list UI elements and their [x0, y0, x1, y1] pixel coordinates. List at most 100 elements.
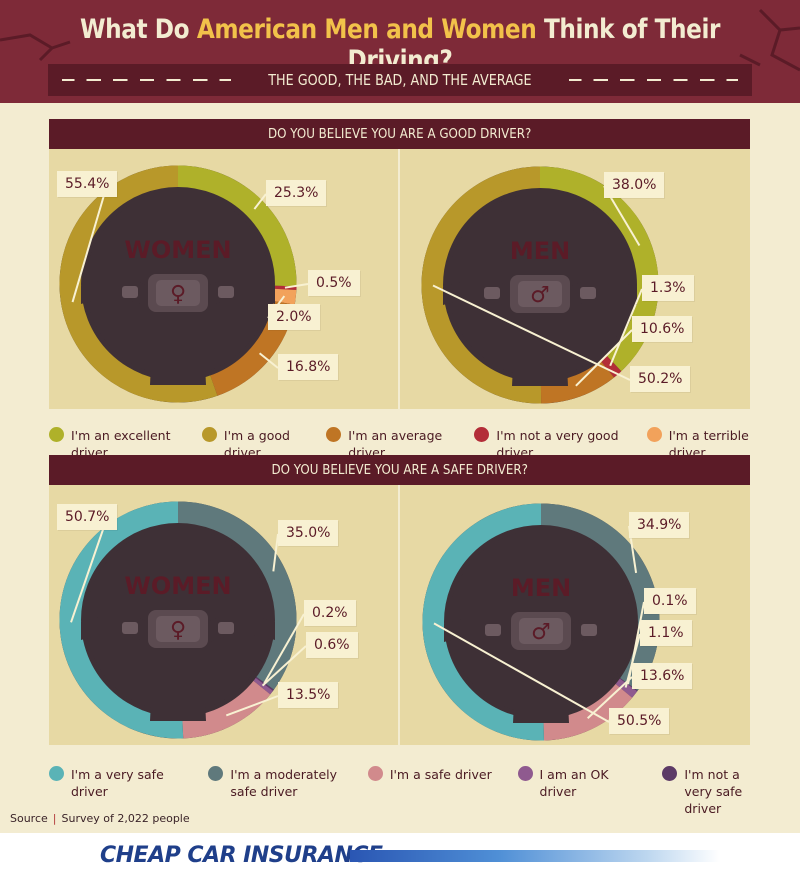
donut-slice — [59, 165, 218, 403]
data-label: 0.5% — [308, 270, 360, 296]
wheel-button — [122, 622, 138, 634]
dash-divider-left — [62, 79, 232, 81]
group-label: WOMEN — [124, 236, 231, 264]
leader-line — [284, 283, 309, 289]
leader-line — [609, 288, 643, 367]
legend-swatch — [326, 427, 342, 442]
brand-logo[interactable]: CHEAP CAR INSURANCE — [100, 843, 383, 868]
leader-line — [225, 695, 279, 717]
data-label: 13.5% — [278, 682, 339, 708]
donut-1: ♂ MEN — [421, 166, 659, 404]
data-label: 34.9% — [629, 512, 690, 538]
donut-0: ♀ WOMEN — [59, 165, 309, 403]
leader-line — [70, 517, 108, 623]
wheel-button — [485, 624, 501, 636]
section-question: DO YOU BELIEVE YOU ARE A GOOD DRIVER? — [49, 119, 750, 149]
legend-swatch — [367, 766, 383, 781]
wheel-button — [218, 622, 234, 634]
data-label: 1.3% — [642, 275, 694, 301]
donut-slice — [181, 679, 271, 739]
legend-item: I'm a very safe driver — [49, 766, 194, 800]
legend-item: I am an OK driver — [517, 766, 649, 800]
wheel-hub-plate — [519, 618, 563, 644]
wheel-button — [581, 624, 597, 636]
legend-swatch — [201, 427, 217, 442]
data-label: 2.0% — [268, 304, 320, 330]
data-label: 0.6% — [306, 632, 358, 658]
header-banner: What Do American Men and Women Think of … — [0, 0, 800, 103]
leader-line — [272, 533, 279, 572]
group-label: MEN — [510, 237, 570, 265]
donut-charts: ♀ WOMEN ♂ MEN ♀ WOMEN ♂ MEN — [59, 165, 660, 741]
leader-line — [261, 645, 307, 687]
data-label: 25.3% — [266, 180, 327, 206]
gender-icon: ♂ — [531, 620, 551, 645]
donut-slice — [422, 503, 544, 741]
subtitle-bar: THE GOOD, THE BAD, AND THE AVERAGE — [48, 64, 752, 96]
data-label: 38.0% — [604, 172, 665, 198]
group-label: MEN — [511, 574, 571, 602]
source-note: Source | Survey of 2,022 people — [10, 812, 190, 825]
data-label: 50.7% — [57, 504, 118, 530]
legend-item: I'm not a very safe driver — [662, 766, 769, 817]
title-highlight: American Men and Women — [196, 14, 537, 45]
data-label: 13.6% — [632, 663, 693, 689]
data-label: 0.2% — [304, 600, 356, 626]
leader-line — [624, 633, 641, 688]
legend-swatch — [474, 427, 490, 442]
section-question: DO YOU BELIEVE YOU ARE A SAFE DRIVER? — [49, 455, 750, 485]
page-subtitle: THE GOOD, THE BAD, AND THE AVERAGE — [268, 71, 532, 89]
legend-item: I'm a safe driver — [367, 766, 504, 783]
legend-swatch — [646, 427, 662, 442]
brand-stripe — [350, 850, 720, 862]
legend-swatch — [49, 427, 64, 442]
leader-line — [575, 329, 633, 387]
leader-line — [263, 613, 305, 684]
data-label: 55.4% — [57, 171, 118, 197]
leader-line — [432, 284, 631, 381]
legend-safe-driver: I'm a very safe driver I'm a moderately … — [49, 766, 769, 817]
legend-swatch — [662, 766, 678, 781]
donut-3: ♂ MEN — [422, 503, 660, 741]
wheel-spoke — [150, 640, 206, 721]
data-label: 16.8% — [278, 354, 339, 380]
wheel-button — [484, 287, 500, 299]
data-label: 50.2% — [630, 366, 691, 392]
page-title: What Do American Men and Women Think of … — [79, 14, 721, 76]
legend-swatch — [517, 766, 533, 781]
data-label: 10.6% — [632, 316, 693, 342]
leader-line — [253, 193, 267, 210]
wheel-spoke — [512, 305, 568, 386]
donut-slice — [540, 503, 660, 691]
wheel-spoke — [150, 304, 206, 385]
legend-swatch — [49, 766, 64, 781]
donut-slice — [177, 165, 297, 287]
wheel-button — [218, 286, 234, 298]
leader-line — [433, 622, 610, 723]
dash-divider-right — [568, 79, 738, 81]
donut-slice — [421, 166, 542, 404]
data-label: 50.5% — [609, 708, 670, 734]
leader-line — [71, 184, 108, 303]
gender-icon: ♂ — [530, 283, 550, 308]
legend-item: I'm not a very good driver — [474, 427, 632, 461]
data-label: 1.1% — [640, 620, 692, 646]
wheel-hub-plate — [156, 616, 200, 642]
data-label: 0.1% — [644, 588, 696, 614]
gender-icon: ♀ — [170, 282, 186, 307]
donut-slice — [271, 288, 297, 305]
legend-item: I'm a moderately safe driver — [208, 766, 353, 800]
footer: CHEAP CAR INSURANCE — [0, 833, 800, 880]
leader-line — [258, 352, 279, 369]
wheel-button — [580, 287, 596, 299]
wheel-hub-plate — [518, 281, 562, 307]
legend-swatch — [208, 766, 224, 781]
leader-line — [587, 676, 633, 720]
group-label: WOMEN — [124, 572, 231, 600]
data-label: 35.0% — [278, 520, 339, 546]
crack-texture — [0, 8, 800, 72]
wheel-hub-plate — [156, 280, 200, 306]
wheel-button — [122, 286, 138, 298]
wheel-spoke — [513, 642, 569, 723]
gender-icon: ♀ — [170, 618, 186, 643]
